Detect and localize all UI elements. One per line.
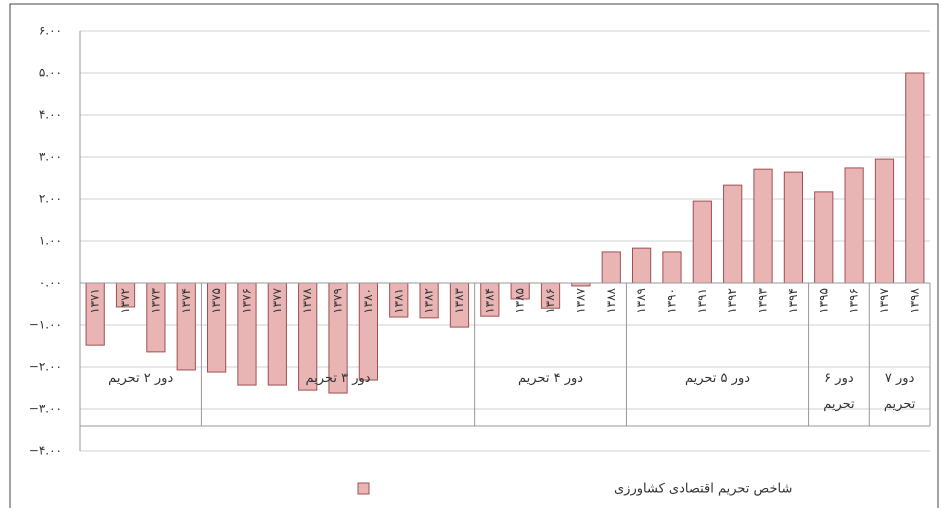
x-tick-label: ۱۳۷۳ — [148, 287, 162, 313]
group-label: دور ۷ تحریم — [883, 371, 916, 412]
y-tick-label: ۵.۰۰ — [39, 66, 62, 80]
bar — [874, 158, 895, 284]
bar — [814, 191, 834, 284]
x-tick-label: ۱۳۷۸ — [300, 287, 314, 313]
group-label: دور ۵ تحریم — [684, 371, 751, 386]
bar — [783, 171, 803, 284]
y-tick-label: −۱.۰۰ — [29, 318, 62, 332]
bar — [662, 251, 682, 284]
y-tick-label: ۱.۰۰ — [39, 234, 62, 248]
x-tick-label: ۱۳۹۷ — [877, 287, 891, 313]
x-tick-label: ۱۳۷۴ — [179, 288, 193, 314]
y-tick-label: ۰.۰۰ — [39, 276, 62, 290]
y-tick-label: −۳.۰۰ — [29, 402, 62, 416]
x-tick-label: ۱۳۹۱ — [695, 288, 709, 314]
x-tick-label: ۱۳۹۲ — [725, 288, 739, 314]
bar — [905, 72, 925, 284]
x-tick-label: ۱۳۷۶ — [239, 288, 253, 314]
group-label: دور ۳ تحریم — [305, 371, 371, 386]
bar — [632, 247, 652, 284]
x-tick-label: ۱۳۸۶ — [543, 288, 557, 314]
legend-swatch — [357, 482, 370, 495]
x-tick-label: ۱۳۸۷ — [573, 287, 587, 313]
y-tick-label: ۶.۰۰ — [39, 24, 62, 38]
group-label: دور ۲ تحریم — [108, 371, 174, 386]
x-tick-label: ۱۳۹۴ — [786, 288, 800, 314]
legend-label: شاخص تحریم اقتصادی کشاورزی — [614, 482, 792, 497]
x-tick-label: ۱۳۸۴ — [482, 288, 496, 314]
x-tick-label: ۱۳۷۲ — [118, 288, 132, 314]
bar — [601, 251, 621, 284]
x-tick-label: ۱۳۸۵ — [513, 288, 527, 314]
x-tick-label: ۱۳۸۳ — [452, 287, 466, 313]
x-tick-label: ۱۳۸۸ — [604, 287, 618, 313]
y-tick-label: ۲.۰۰ — [39, 192, 62, 206]
frame-border — [9, 3, 939, 508]
x-tick-label: ۱۳۸۰ — [361, 288, 375, 314]
y-tick-label: −۴.۰۰ — [29, 444, 62, 458]
bar — [753, 168, 773, 284]
group-label: دور ۶ تحریم — [823, 371, 855, 412]
x-tick-label: ۱۳۹۳ — [756, 287, 770, 313]
x-tick-label: ۱۳۷۱ — [88, 288, 102, 314]
x-tick-label: ۱۳۷۷ — [270, 287, 284, 313]
group-label: دور ۴ تحریم — [518, 371, 584, 386]
y-tick-label: −۲.۰۰ — [29, 360, 62, 374]
x-tick-label: ۱۳۹۰ — [664, 288, 678, 314]
x-tick-label: ۱۳۸۲ — [422, 288, 436, 314]
x-tick-label: ۱۳۸۹ — [634, 288, 648, 314]
x-tick-label: ۱۳۹۸ — [907, 287, 921, 313]
x-tick-label: ۱۳۹۶ — [847, 288, 861, 314]
x-tick-label: ۱۳۹۵ — [816, 288, 830, 314]
x-tick-label: ۱۳۸۱ — [391, 288, 405, 314]
y-tick-label: ۳.۰۰ — [39, 150, 62, 164]
bar — [844, 167, 864, 284]
y-tick-label: ۴.۰۰ — [39, 108, 62, 122]
x-tick-label: ۱۳۷۵ — [209, 288, 223, 314]
bar — [692, 200, 712, 284]
x-tick-label: ۱۳۷۹ — [331, 288, 345, 314]
bar — [723, 184, 743, 284]
